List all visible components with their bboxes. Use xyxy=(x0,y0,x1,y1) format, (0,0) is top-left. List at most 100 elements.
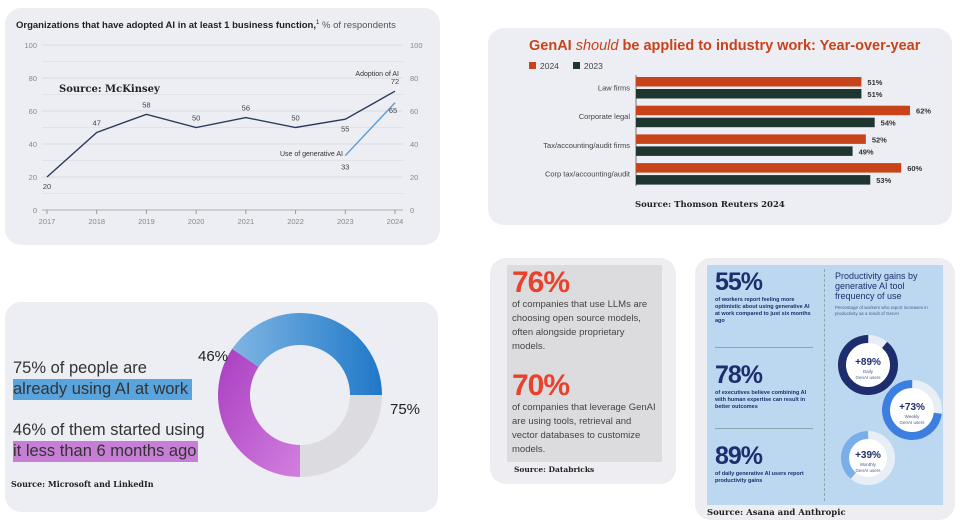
stat-value-70: 70% xyxy=(512,369,570,402)
line-chart-title: Organizations that have adopted AI in at… xyxy=(16,20,396,31)
x-tick-label: 2024 xyxy=(387,217,404,226)
y-tick-right: 0 xyxy=(410,206,414,215)
x-tick-label: 2022 xyxy=(287,217,304,226)
bar-2023 xyxy=(636,175,871,185)
bar-2024 xyxy=(636,163,902,173)
title-subtitle: % of respondents xyxy=(322,20,396,32)
data-label: 50 xyxy=(192,114,200,123)
asana-panel: 55% of workers report feeling more optim… xyxy=(695,258,955,520)
microsoft-panel: 75% of people are already using AI at wo… xyxy=(5,302,438,512)
series-label-genai: Use of generative AI xyxy=(280,151,343,158)
stat-text: 46% of them started using xyxy=(13,421,205,439)
series-line-0 xyxy=(46,90,396,178)
donut-sub: Daily xyxy=(863,369,874,374)
x-tick-label: 2023 xyxy=(337,217,354,226)
y-tick-left: 0 xyxy=(33,206,37,215)
x-tick-label: 2017 xyxy=(39,217,56,226)
donut-slice xyxy=(218,348,300,477)
source-asana: Source: Asana and Anthropic xyxy=(707,508,846,518)
y-tick-left: 40 xyxy=(29,140,37,149)
stat-highlight: already using AI at work xyxy=(13,379,193,400)
donut-label-75: 75% xyxy=(390,401,420,418)
mckinsey-panel: Organizations that have adopted AI in at… xyxy=(5,8,440,245)
x-tick-label: 2019 xyxy=(138,217,155,226)
databricks-stats-box: 76% of companies that use LLMs are choos… xyxy=(507,265,662,462)
bar-chart-title: GenAI should be applied to industry work… xyxy=(529,38,920,54)
data-label: 33 xyxy=(341,163,349,172)
bar-value-label: 49% xyxy=(859,147,874,156)
divider xyxy=(715,428,813,429)
asana-left-column: 55% of workers report feeling more optim… xyxy=(715,269,815,485)
stat-value: 89% xyxy=(715,442,763,470)
donut-slice xyxy=(300,395,382,477)
bar-2023 xyxy=(636,89,862,99)
bar-value-label: 60% xyxy=(907,164,922,173)
legend-swatch xyxy=(572,62,580,69)
data-label: 72 xyxy=(391,77,399,86)
category-label: Tax/accounting/audit firms xyxy=(543,141,630,150)
data-label: 55 xyxy=(341,124,349,133)
productivity-subtitle: Percentage of workers who report increas… xyxy=(835,305,928,316)
bar-value-label: 51% xyxy=(867,90,882,99)
title-main: Organizations that have adopted AI in at… xyxy=(16,20,317,32)
asana-box: 55% of workers report feeling more optim… xyxy=(707,265,943,505)
legend-label: 2023 xyxy=(583,61,603,71)
bar-value-label: 52% xyxy=(872,135,887,144)
bar-value-label: 54% xyxy=(881,119,896,128)
title-footnote: 1 xyxy=(316,20,320,26)
databricks-panel: 76% of companies that use LLMs are choos… xyxy=(490,258,676,484)
donut-sub: GenAI users xyxy=(899,420,925,425)
thomson-panel: GenAI should be applied to industry work… xyxy=(488,28,952,225)
donut-value: +73% xyxy=(899,402,925,413)
x-tick-label: 2020 xyxy=(188,217,205,226)
bar-2024 xyxy=(636,105,911,116)
source-microsoft: Source: Microsoft and LinkedIn xyxy=(11,479,154,489)
stat-highlight: it less than 6 months ago xyxy=(13,441,199,462)
stat-line-2: 46% of them started using it less than 6… xyxy=(13,420,205,462)
stat-line-1: 75% of people are already using AI at wo… xyxy=(13,358,193,400)
donut-sub: Weekly xyxy=(905,414,920,419)
donut-arc xyxy=(882,380,942,440)
x-tick-label: 2021 xyxy=(238,217,255,226)
title-part: be applied to industry work: Year-over-y… xyxy=(618,38,921,54)
y-tick-left: 80 xyxy=(29,74,37,83)
data-label: 56 xyxy=(242,104,250,113)
bar-2023 xyxy=(636,146,853,156)
data-label: 58 xyxy=(142,100,150,109)
y-tick-right: 20 xyxy=(410,173,418,182)
y-tick-left: 100 xyxy=(24,41,37,50)
data-label: 50 xyxy=(291,114,299,123)
donut-value: +89% xyxy=(855,357,881,368)
title-part: GenAI xyxy=(529,38,576,54)
donut-sub: GenAI users xyxy=(855,375,881,380)
x-tick-label: 2018 xyxy=(88,217,105,226)
stat-value: 55% xyxy=(715,268,763,296)
bar-legend: 2024 2023 xyxy=(529,61,603,71)
y-tick-left: 60 xyxy=(29,107,37,116)
legend-swatch xyxy=(529,62,536,69)
source-databricks: Source: Databricks xyxy=(514,465,595,474)
bar-value-label: 53% xyxy=(876,176,891,185)
bar-chart: Law firms 51% 51% Corporate legal 62% 54% Tax/… xyxy=(543,75,931,186)
category-label: Corp tax/accounting/audit xyxy=(545,170,631,179)
bar-2024 xyxy=(636,134,866,144)
donut-chart: 46% 75% xyxy=(198,313,420,477)
donut-arc xyxy=(841,431,895,485)
title-emphasis: should xyxy=(575,38,619,54)
donut-label-46: 46% xyxy=(198,348,228,365)
source-mckinsey: Source: McKinsey xyxy=(59,84,160,95)
donut-sub: GenAI users xyxy=(855,468,881,473)
category-label: Corporate legal xyxy=(579,112,631,121)
source-thomson: Source: Thomson Reuters 2024 xyxy=(635,200,785,210)
y-tick-right: 40 xyxy=(410,140,418,149)
y-tick-right: 60 xyxy=(410,107,418,116)
y-tick-left: 20 xyxy=(29,173,37,182)
stat-text: of daily generative AI users report prod… xyxy=(715,471,804,484)
stat-text: of executives believe combining AI with … xyxy=(715,390,807,410)
stat-text-76: of companies that use LLMs are choosing … xyxy=(512,299,648,352)
y-tick-right: 80 xyxy=(410,74,418,83)
stat-text: of workers report feeling more optimisti… xyxy=(715,297,811,324)
donut-value: +39% xyxy=(855,450,881,461)
